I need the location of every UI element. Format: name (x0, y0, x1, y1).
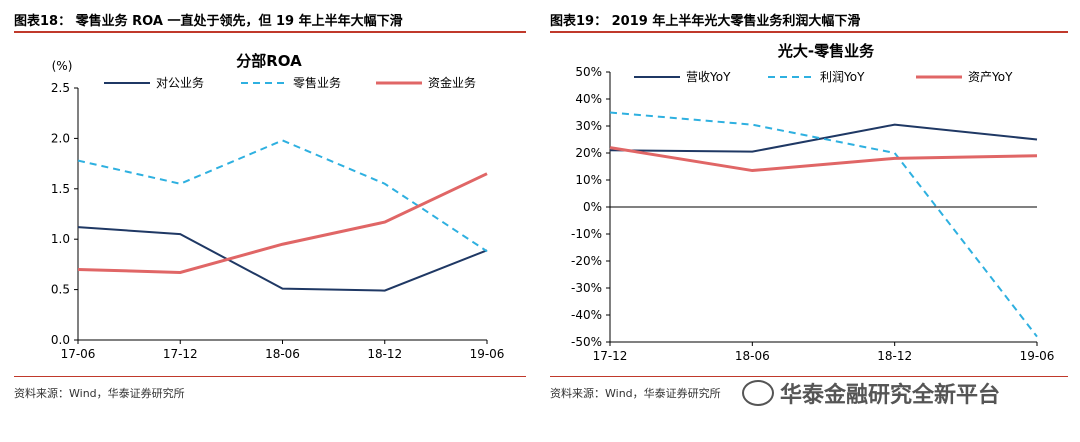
x-tick-label: 17-06 (61, 347, 96, 361)
x-tick-label: 18-12 (367, 347, 402, 361)
y-tick-label: 30% (575, 119, 602, 133)
legend-label-2: 利润YoY (820, 70, 865, 84)
x-tick-label: 18-12 (877, 349, 912, 363)
x-tick-label: 18-06 (265, 347, 300, 361)
footer-rule-right (550, 376, 1068, 377)
source-note-left: 资料来源：Wind，华泰证券研究所 (14, 387, 185, 400)
y-tick-label: 0% (583, 200, 602, 214)
footer-rule-left (14, 376, 526, 377)
series-line-3 (609, 146, 1038, 173)
series-line-3 (77, 172, 488, 274)
series-line-1 (77, 226, 488, 292)
y-tick-label: -30% (571, 281, 602, 295)
y-tick-label: 0.0 (51, 333, 70, 347)
x-tick-label: 19-06 (1020, 349, 1055, 363)
y-tick-label: 1.0 (51, 232, 70, 246)
y-tick-label: 40% (575, 92, 602, 106)
y-tick-label: 0.5 (51, 283, 70, 297)
y-tick-label: 50% (575, 65, 602, 79)
y-tick-label: 2.0 (51, 131, 70, 145)
x-tick-label: 18-06 (735, 349, 770, 363)
y-tick-label: 10% (575, 173, 602, 187)
watermark-text: 华泰金融研究全新平台 (780, 383, 1001, 408)
y-tick-label: -40% (571, 308, 602, 322)
figure-18-title: 图表18： 零售业务 ROA 一直处于领先，但 19 年上半年大幅下滑 (14, 14, 403, 29)
legend-label-2: 零售业务 (293, 75, 341, 90)
x-tick-label: 17-12 (593, 349, 628, 363)
figure-19-title: 图表19： 2019 年上半年光大零售业务利润大幅下滑 (550, 14, 861, 29)
y-unit-label: (%) (52, 59, 73, 73)
x-tick-label: 17-12 (163, 347, 198, 361)
series-line-1 (609, 123, 1038, 153)
roa-chart: 0.0 0.5 1.0 1.5 2.0 2.5 17-06 17-12 18-06 18-12 19… (51, 52, 505, 361)
legend-label-1: 营收YoY (686, 70, 731, 84)
chart-title: 光大-零售业务 (777, 42, 875, 60)
y-tick-label: 20% (575, 146, 602, 160)
x-tick-label: 19-06 (470, 347, 505, 361)
chart-title: 分部ROA (236, 52, 302, 70)
wechat-icon (742, 380, 774, 406)
title-rule-right (550, 31, 1068, 33)
yoy-chart: -50% -40% -30% -20% -10% 0% 10% 20% 30% 40% 50% 17-… (571, 42, 1055, 363)
series-line-2 (77, 139, 488, 253)
y-tick-label: -50% (571, 335, 602, 349)
y-tick-label: 1.5 (51, 182, 70, 196)
source-note-right: 资料来源：Wind，华泰证券研究所 (550, 387, 721, 400)
legend-label-1: 对公业务 (156, 75, 204, 90)
legend-label-3: 资金业务 (428, 75, 476, 90)
watermark: 华泰金融研究全新平台 (742, 378, 1000, 408)
title-rule-left (14, 31, 526, 33)
legend-label-3: 资产YoY (968, 70, 1013, 84)
y-tick-label: 2.5 (51, 81, 70, 95)
y-tick-label: -20% (571, 254, 602, 268)
y-tick-label: -10% (571, 227, 602, 241)
series-line-2 (609, 111, 1038, 338)
